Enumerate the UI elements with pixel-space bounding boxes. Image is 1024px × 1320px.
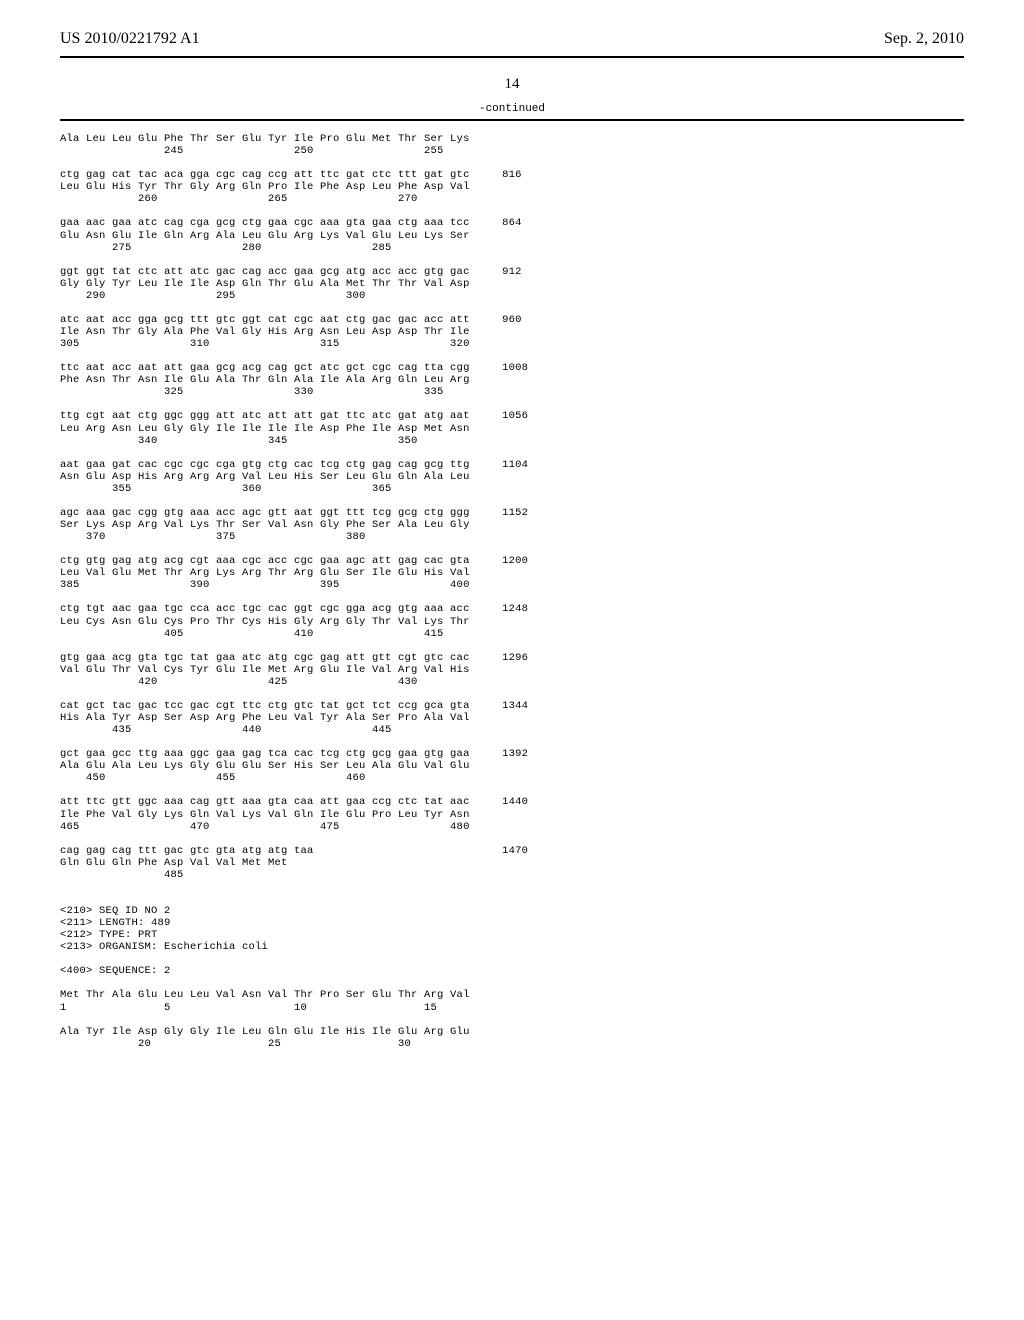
sequence-listing: Ala Leu Leu Glu Phe Thr Ser Glu Tyr Ile … [60,133,964,1062]
page-number: 14 [0,76,1024,93]
sequence-container: Ala Leu Leu Glu Phe Thr Ser Glu Tyr Ile … [60,119,964,1062]
continued-label: -continued [0,103,1024,115]
publication-number: US 2010/0221792 A1 [60,30,200,48]
publication-date: Sep. 2, 2010 [884,30,964,48]
header-divider [60,56,964,58]
